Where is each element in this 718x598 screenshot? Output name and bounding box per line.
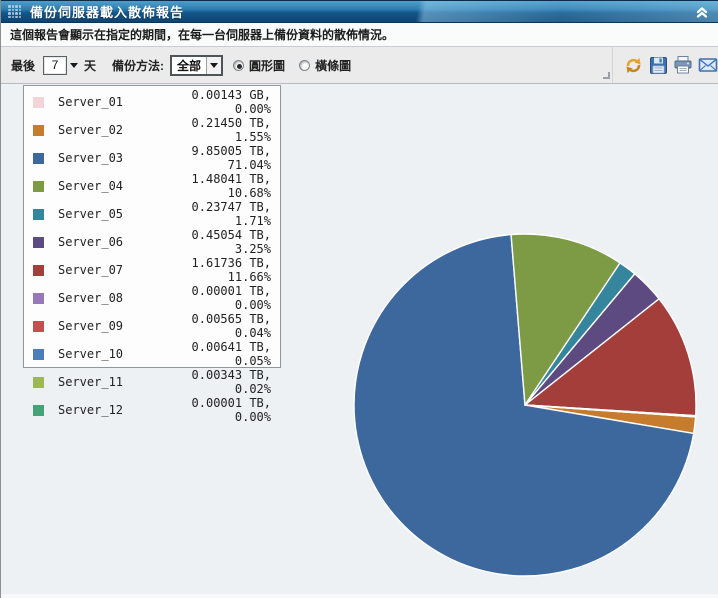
refresh-icon [626, 57, 640, 73]
bottom-strip [1, 594, 718, 598]
days-dropdown-arrow-icon[interactable] [70, 62, 79, 68]
report-description: 這個報告會顯示在指定的期間，在每一台伺服器上備份資料的散佈情況。 [10, 28, 395, 42]
legend-row: Server_03 9.85005 TB, 71.04% [24, 144, 280, 172]
pie-slice-Server_03 [353, 233, 695, 577]
legend-label: Server_01 [58, 95, 124, 109]
legend-value: 0.00143 GB, 0.00% [191, 88, 271, 116]
legend-row: Server_07 1.61736 TB, 11.66% [24, 256, 280, 284]
legend-swatch [33, 180, 44, 192]
legend-swatch [33, 320, 44, 332]
legend-swatch [33, 264, 44, 276]
legend-row: Server_12 0.00001 TB, 0.00% [24, 396, 280, 424]
description-row: 這個報告會顯示在指定的期間，在每一台伺服器上備份資料的散佈情況。 [1, 23, 718, 47]
radio-pie-chart[interactable]: 圓形圖 [233, 57, 285, 74]
legend-swatch [33, 348, 44, 360]
radio-bar-chart[interactable]: 橫條圖 [299, 57, 351, 74]
legend-value: 0.00001 TB, 0.00% [191, 396, 271, 424]
legend-value: 0.45054 TB, 3.25% [191, 228, 271, 256]
print-icon [674, 56, 692, 74]
radio-bar-label: 橫條圖 [315, 58, 352, 73]
legend-row: Server_05 0.23747 TB, 1.71% [24, 200, 280, 228]
legend-value: 0.23747 TB, 1.71% [191, 200, 271, 228]
toolbar-filter-panel: 最後 7 天 備份方法: 全部 圓形圖 橫條圖 [1, 47, 613, 83]
legend-swatch [33, 96, 44, 108]
page-title: 備份伺服器載入散佈報告 [30, 5, 185, 20]
legend-label: Server_07 [58, 263, 124, 277]
collapse-panel-button[interactable] [693, 3, 711, 21]
legend-row: Server_09 0.00565 TB, 0.04% [24, 312, 280, 340]
legend-value: 0.21450 TB, 1.55% [191, 116, 271, 144]
legend-swatch [33, 404, 44, 416]
save-icon [649, 56, 667, 74]
backup-method-label: 備份方法: [112, 58, 165, 73]
legend-label: Server_03 [58, 151, 124, 165]
toolbar-actions [613, 54, 718, 76]
legend-label: Server_08 [58, 291, 124, 305]
toolbar: 最後 7 天 備份方法: 全部 圓形圖 橫條圖 [1, 47, 718, 84]
days-select[interactable]: 7 [43, 55, 68, 75]
legend-swatch [33, 124, 44, 136]
pie-chart [353, 233, 697, 577]
legend-label: Server_04 [58, 179, 124, 193]
legend-label: Server_10 [58, 347, 124, 361]
legend-label: Server_02 [58, 123, 124, 137]
drag-handle-icon[interactable] [8, 5, 21, 18]
email-icon [698, 58, 718, 72]
backup-method-select[interactable]: 全部 [170, 54, 224, 76]
save-button[interactable] [647, 54, 669, 76]
title-bar: 備份伺服器載入散佈報告 [1, 0, 718, 23]
radio-icon [299, 59, 311, 71]
legend-value: 1.61736 TB, 11.66% [191, 256, 271, 284]
pie-slice-Server_11 [524, 404, 697, 418]
legend-swatch [33, 292, 44, 304]
pie-slice-Server_07 [524, 298, 697, 417]
legend-label: Server_06 [58, 235, 124, 249]
legend-value: 0.00343 TB, 0.02% [191, 368, 271, 396]
email-button[interactable] [697, 54, 718, 76]
legend-row: Server_10 0.00641 TB, 0.05% [24, 340, 280, 368]
legend-swatch [33, 236, 44, 248]
legend-label: Server_05 [58, 207, 124, 221]
last-label: 最後 [11, 58, 36, 73]
legend-value: 1.48041 TB, 10.68% [191, 172, 271, 200]
days-unit-label: 天 [84, 58, 97, 73]
legend: Server_01 0.00143 GB, 0.00% Server_02 0.… [23, 85, 281, 424]
legend-value: 0.00641 TB, 0.05% [191, 340, 271, 368]
legend-row: Server_08 0.00001 TB, 0.00% [24, 284, 280, 312]
legend-row: Server_06 0.45054 TB, 3.25% [24, 228, 280, 256]
legend-swatch [33, 152, 44, 164]
legend-swatch [33, 208, 44, 220]
radio-icon [233, 59, 245, 71]
pie-slice-Server_04 [510, 233, 621, 406]
refresh-button[interactable] [622, 54, 644, 76]
legend-row: Server_02 0.21450 TB, 1.55% [24, 116, 280, 144]
legend-row: Server_11 0.00343 TB, 0.02% [24, 368, 280, 396]
print-button[interactable] [672, 54, 694, 76]
legend-label: Server_11 [58, 375, 124, 389]
backup-method-value: 全部 [177, 59, 202, 73]
legend-row: Server_04 1.48041 TB, 10.68% [24, 172, 280, 200]
chart-area: Server_01 0.00143 GB, 0.00% Server_02 0.… [1, 84, 718, 598]
chevron-double-up-icon [696, 6, 708, 18]
legend-swatch [33, 376, 44, 388]
legend-value: 0.00565 TB, 0.04% [191, 312, 271, 340]
method-dropdown-arrow-icon [206, 56, 222, 74]
legend-label: Server_09 [58, 319, 124, 333]
legend-value: 9.85005 TB, 71.04% [191, 144, 271, 172]
radio-pie-label: 圓形圖 [249, 58, 286, 73]
legend-value: 0.00001 TB, 0.00% [191, 284, 271, 312]
legend-label: Server_12 [58, 403, 124, 417]
toolbar-grip-icon [603, 72, 610, 79]
legend-row: Server_01 0.00143 GB, 0.00% [24, 88, 280, 116]
